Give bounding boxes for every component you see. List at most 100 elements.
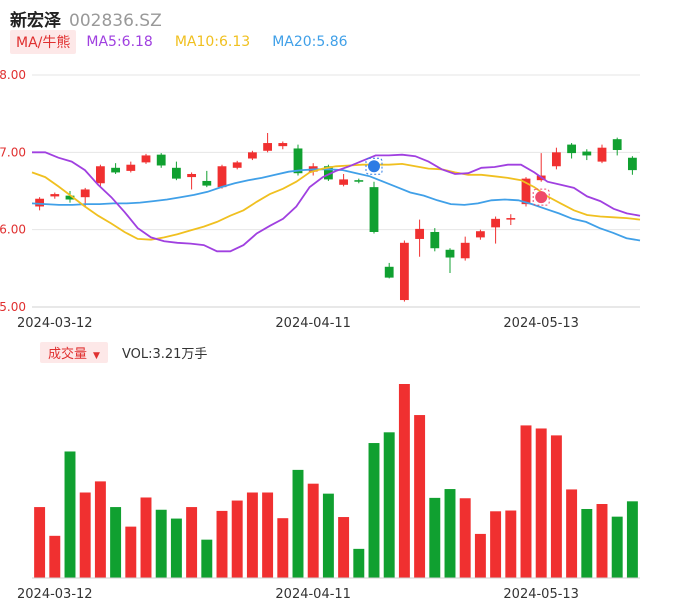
volume-bar [322, 493, 334, 578]
candle-body [111, 167, 121, 173]
candle-body [627, 157, 637, 171]
x-tick-label: 2024-04-11 [275, 316, 351, 331]
y-tick-label: 8.00 [0, 68, 26, 82]
volume-bar [566, 489, 578, 578]
candle-body [65, 195, 75, 200]
candle-body [521, 178, 531, 205]
ma-legend: MA/牛熊 MA5:6.18 MA10:6.13 MA20:5.86 [10, 30, 370, 54]
volume-bar [505, 510, 517, 578]
candle-body [567, 144, 577, 154]
candle-body [597, 147, 607, 162]
volume-bar [110, 507, 122, 578]
y-tick-label: 6.00 [0, 223, 26, 237]
candle-body [369, 187, 379, 232]
volume-value: VOL:3.21万手 [121, 346, 208, 362]
x-tick-label: 2024-05-13 [503, 316, 579, 331]
candle-body [141, 155, 151, 163]
candle-body [491, 218, 501, 228]
volume-bar [429, 497, 441, 578]
ma-indicator-selector[interactable]: MA/牛熊 [10, 30, 77, 54]
volume-bar [125, 526, 137, 578]
volume-bar [34, 507, 46, 578]
candle-body [126, 164, 136, 171]
candle-body [354, 180, 364, 182]
volume-bar [444, 489, 456, 578]
ma20-line [31, 168, 641, 242]
buy-marker-icon [368, 160, 380, 173]
ma20-legend: MA20:5.86 [272, 34, 348, 50]
volume-x-tick-label: 2024-04-11 [275, 587, 351, 602]
volume-bar [353, 548, 365, 578]
volume-bar [338, 517, 350, 578]
volume-bar [216, 510, 228, 578]
candle-body [187, 173, 197, 178]
stock-header: 新宏泽 002836.SZ [10, 6, 162, 31]
volume-x-tick-label: 2024-03-12 [17, 587, 93, 602]
candle-body [399, 242, 409, 301]
volume-bar [474, 533, 486, 578]
volume-bar [201, 539, 213, 578]
volume-bar [307, 483, 319, 578]
candle-body [278, 143, 288, 147]
volume-bar [398, 384, 410, 578]
volume-bar [596, 504, 608, 578]
candle-body [156, 154, 166, 166]
candle-body [232, 162, 242, 168]
volume-bar [414, 415, 426, 578]
candle-body [80, 189, 90, 198]
volume-bar [368, 443, 380, 578]
volume-bar [64, 451, 76, 578]
volume-bar [170, 518, 182, 578]
ma10-line [31, 162, 641, 241]
candle-body [430, 231, 440, 249]
candle-body [293, 148, 303, 174]
sell-marker-frame [532, 188, 550, 206]
volume-bar [155, 509, 167, 578]
volume-tag-label: 成交量 [48, 346, 88, 362]
volume-bar [79, 492, 91, 578]
y-tick-label: 7.00 [0, 145, 26, 159]
volume-bar [626, 501, 638, 578]
ma5-line [32, 151, 641, 253]
volume-bar [49, 535, 61, 578]
stock-code: 002836.SZ [69, 11, 162, 31]
candle-body [35, 198, 45, 207]
candle-body [171, 167, 181, 179]
volume-bar [550, 435, 562, 578]
candle-body [415, 228, 425, 239]
volume-bar [611, 516, 623, 578]
candle-body [460, 242, 470, 259]
volume-bar [383, 432, 395, 578]
volume-bar [262, 492, 274, 578]
candle-body [475, 231, 485, 238]
candle-body [247, 152, 257, 159]
volume-bar [490, 511, 502, 578]
candle-body [612, 139, 622, 151]
volume-bar [292, 469, 304, 578]
candle-body [506, 218, 516, 220]
candle-body [263, 143, 273, 151]
volume-bar [140, 497, 152, 578]
candle-body [582, 151, 592, 156]
volume-bar [459, 498, 471, 578]
sell-marker-icon [535, 191, 548, 204]
candle-body [323, 166, 333, 180]
candle-body [50, 194, 60, 197]
candle-body [202, 180, 212, 186]
ma5-legend: MA5:6.18 [86, 34, 153, 50]
candle-body [445, 249, 455, 258]
candle-body [217, 166, 227, 188]
volume-bar [535, 428, 547, 578]
caret-down-icon: ▼ [93, 350, 100, 361]
volume-bar [231, 500, 243, 578]
candle-body [384, 266, 394, 278]
candle-body [551, 152, 561, 167]
stock-name: 新宏泽 [10, 11, 61, 31]
volume-legend: 成交量 ▼ VOL:3.21万手 [40, 341, 208, 363]
volume-indicator-selector[interactable]: 成交量 ▼ [40, 341, 108, 363]
buy-marker-frame [365, 157, 383, 175]
volume-bar [520, 425, 532, 578]
volume-bar [246, 492, 258, 578]
volume-bar [581, 508, 593, 578]
